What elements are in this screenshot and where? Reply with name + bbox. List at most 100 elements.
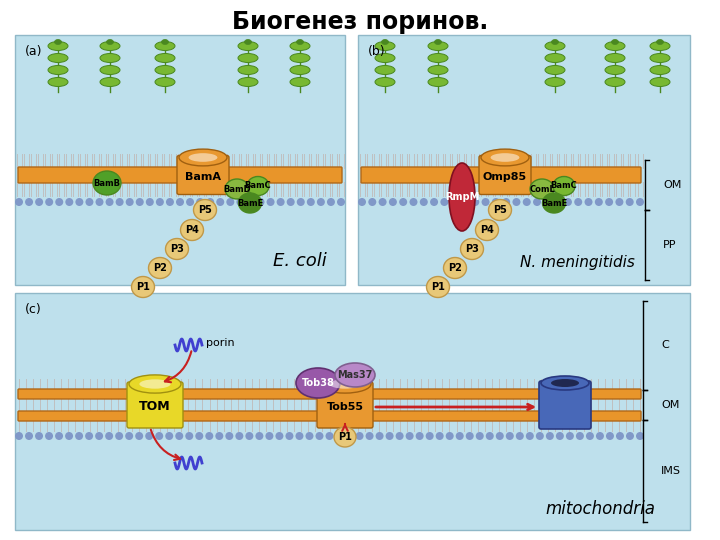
Text: porin: porin xyxy=(206,338,235,348)
Ellipse shape xyxy=(93,171,121,195)
Ellipse shape xyxy=(290,53,310,63)
Ellipse shape xyxy=(513,198,521,206)
Ellipse shape xyxy=(596,432,604,440)
Ellipse shape xyxy=(179,149,227,166)
Ellipse shape xyxy=(100,53,120,63)
Ellipse shape xyxy=(488,199,511,220)
Ellipse shape xyxy=(35,198,43,206)
Ellipse shape xyxy=(186,198,194,206)
Text: (b): (b) xyxy=(368,45,386,58)
Ellipse shape xyxy=(369,198,377,206)
Ellipse shape xyxy=(366,432,374,440)
Ellipse shape xyxy=(490,153,519,162)
Ellipse shape xyxy=(225,179,249,199)
Ellipse shape xyxy=(129,375,181,393)
Text: P1: P1 xyxy=(338,432,352,442)
Ellipse shape xyxy=(246,198,254,206)
Ellipse shape xyxy=(166,432,174,440)
Ellipse shape xyxy=(166,198,174,206)
Ellipse shape xyxy=(536,432,544,440)
Ellipse shape xyxy=(55,198,63,206)
Ellipse shape xyxy=(426,432,433,440)
Ellipse shape xyxy=(472,198,480,206)
Ellipse shape xyxy=(605,78,625,86)
Ellipse shape xyxy=(55,39,61,44)
Ellipse shape xyxy=(15,198,23,206)
Text: BamE: BamE xyxy=(237,199,263,207)
Ellipse shape xyxy=(389,198,397,206)
Ellipse shape xyxy=(516,432,524,440)
Ellipse shape xyxy=(446,432,454,440)
Ellipse shape xyxy=(205,432,213,440)
Ellipse shape xyxy=(605,198,613,206)
FancyBboxPatch shape xyxy=(317,382,373,428)
Ellipse shape xyxy=(545,42,565,51)
Ellipse shape xyxy=(626,198,634,206)
Ellipse shape xyxy=(444,258,467,279)
Ellipse shape xyxy=(329,379,361,389)
Ellipse shape xyxy=(382,39,389,44)
Ellipse shape xyxy=(195,432,203,440)
FancyBboxPatch shape xyxy=(358,35,690,285)
Ellipse shape xyxy=(466,432,474,440)
Ellipse shape xyxy=(290,42,310,51)
Ellipse shape xyxy=(146,198,154,206)
Ellipse shape xyxy=(375,42,395,51)
Ellipse shape xyxy=(266,198,274,206)
Ellipse shape xyxy=(575,198,582,206)
Ellipse shape xyxy=(386,432,394,440)
Ellipse shape xyxy=(544,198,552,206)
Ellipse shape xyxy=(238,193,261,213)
Ellipse shape xyxy=(126,198,134,206)
Text: Биогенез поринов.: Биогенез поринов. xyxy=(232,10,488,34)
Ellipse shape xyxy=(545,53,565,63)
Ellipse shape xyxy=(100,42,120,51)
Ellipse shape xyxy=(399,198,408,206)
Text: P5: P5 xyxy=(198,205,212,215)
Ellipse shape xyxy=(106,198,114,206)
Ellipse shape xyxy=(75,432,83,440)
Ellipse shape xyxy=(86,198,94,206)
Ellipse shape xyxy=(140,379,171,389)
Ellipse shape xyxy=(461,239,484,260)
Ellipse shape xyxy=(441,198,449,206)
FancyBboxPatch shape xyxy=(177,156,229,194)
Ellipse shape xyxy=(336,432,343,440)
Ellipse shape xyxy=(115,432,123,440)
Ellipse shape xyxy=(530,179,554,199)
Ellipse shape xyxy=(206,198,214,206)
Ellipse shape xyxy=(238,53,258,63)
Ellipse shape xyxy=(95,432,103,440)
Ellipse shape xyxy=(379,198,387,206)
Ellipse shape xyxy=(315,432,323,440)
Ellipse shape xyxy=(235,432,243,440)
Ellipse shape xyxy=(449,163,475,231)
Ellipse shape xyxy=(461,198,469,206)
Ellipse shape xyxy=(616,432,624,440)
Ellipse shape xyxy=(415,432,423,440)
FancyBboxPatch shape xyxy=(479,156,531,194)
Ellipse shape xyxy=(496,432,504,440)
Text: ComL: ComL xyxy=(529,185,555,193)
Ellipse shape xyxy=(605,42,625,51)
Ellipse shape xyxy=(155,42,175,51)
Ellipse shape xyxy=(238,78,258,86)
Ellipse shape xyxy=(564,198,572,206)
Ellipse shape xyxy=(553,177,575,195)
Ellipse shape xyxy=(476,432,484,440)
Ellipse shape xyxy=(428,42,448,51)
Text: Omp85: Omp85 xyxy=(483,172,527,182)
Ellipse shape xyxy=(48,65,68,75)
Text: BamB: BamB xyxy=(94,179,120,187)
Ellipse shape xyxy=(545,78,565,86)
FancyBboxPatch shape xyxy=(127,382,183,428)
Text: PP: PP xyxy=(663,240,677,250)
Ellipse shape xyxy=(194,199,217,220)
Ellipse shape xyxy=(276,198,284,206)
Text: P3: P3 xyxy=(465,244,479,254)
Ellipse shape xyxy=(145,432,153,440)
Ellipse shape xyxy=(156,432,163,440)
Ellipse shape xyxy=(125,432,133,440)
Ellipse shape xyxy=(48,42,68,51)
Ellipse shape xyxy=(657,39,664,44)
